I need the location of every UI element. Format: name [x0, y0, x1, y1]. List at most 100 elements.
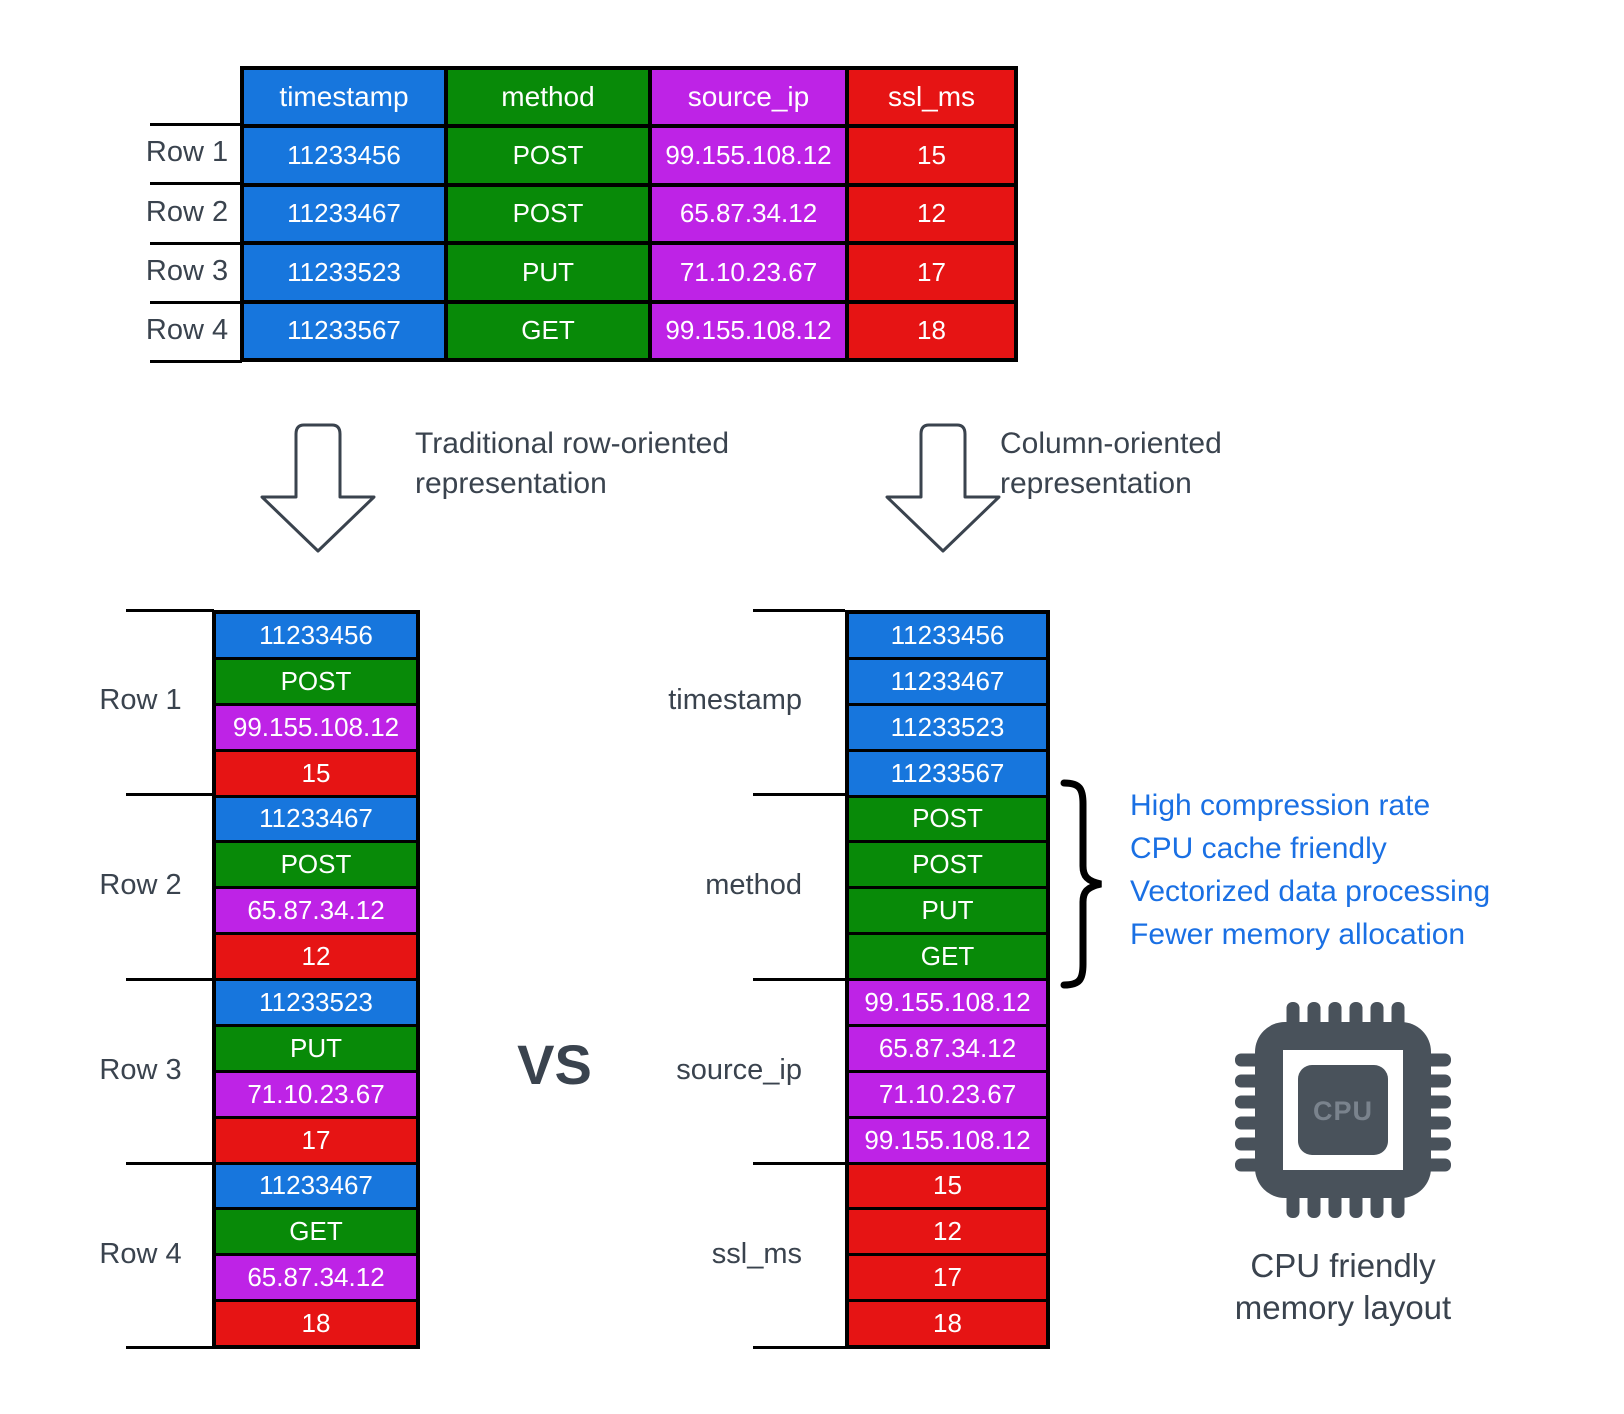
tick-line	[126, 1346, 214, 1349]
memory-cell: 11233467	[849, 659, 1046, 703]
cpu-chip-label: CPU	[1313, 1096, 1373, 1126]
row-label: Row 3	[145, 255, 229, 287]
memory-cell: PUT	[216, 1026, 416, 1070]
tick-line	[753, 609, 845, 612]
column-header-source-ip: source_ip	[652, 70, 845, 125]
table-cell: 99.155.108.12	[652, 303, 845, 358]
memory-cell: 15	[849, 1164, 1046, 1208]
vs-label: VS	[517, 1033, 592, 1096]
memory-cell: GET	[849, 935, 1046, 978]
row-group-label: Row 3	[99, 1054, 182, 1086]
memory-cell: 65.87.34.12	[216, 889, 416, 933]
memory-cell: 11233567	[849, 751, 1046, 795]
column-arrow-caption: Column-oriented representation	[1000, 424, 1222, 504]
memory-cell: 11233456	[849, 614, 1046, 657]
caption-line: memory layout	[1234, 1289, 1452, 1326]
caption-line: representation	[415, 467, 607, 500]
table-cell: 12	[849, 186, 1014, 242]
tick-line	[126, 793, 214, 796]
memory-cell: 12	[216, 935, 416, 978]
memory-cell: 11233456	[216, 614, 416, 657]
row-arrow-caption: Traditional row-oriented representation	[415, 424, 729, 504]
memory-cell: 15	[216, 751, 416, 795]
memory-cell: POST	[849, 797, 1046, 841]
table-cell: 71.10.23.67	[652, 245, 845, 300]
column-header-method: method	[448, 70, 648, 125]
table-cell: 11233523	[244, 245, 444, 300]
memory-cell: 11233523	[849, 705, 1046, 749]
column-group-label: timestamp	[668, 684, 802, 716]
memory-cell: 71.10.23.67	[849, 1072, 1046, 1116]
memory-cell: 18	[849, 1302, 1046, 1345]
table-cell: 15	[849, 128, 1014, 183]
memory-cell: PUT	[849, 889, 1046, 933]
column-group-label: ssl_ms	[711, 1238, 802, 1270]
tick-line	[753, 793, 845, 796]
tick-line	[126, 1162, 214, 1165]
down-arrow-icon	[880, 420, 1006, 556]
memory-cell: 12	[849, 1210, 1046, 1254]
memory-cell: POST	[216, 659, 416, 703]
memory-cell: 99.155.108.12	[849, 1118, 1046, 1162]
memory-cell: 18	[216, 1302, 416, 1345]
row-label: Row 2	[145, 196, 229, 228]
memory-cell: 65.87.34.12	[849, 1026, 1046, 1070]
memory-cell: 71.10.23.67	[216, 1072, 416, 1116]
row-group-label: Row 4	[99, 1238, 182, 1270]
table-cell: 11233467	[244, 186, 444, 242]
table-cell: PUT	[448, 245, 648, 300]
table-cell: 17	[849, 245, 1014, 300]
benefits-list: High compression rate CPU cache friendly…	[1130, 784, 1490, 956]
caption-line: representation	[1000, 467, 1192, 500]
curly-brace-icon	[1058, 778, 1106, 990]
cpu-caption: CPU friendly memory layout	[1198, 1245, 1488, 1329]
table-cell: 99.155.108.12	[652, 128, 845, 183]
down-arrow-icon	[255, 420, 381, 556]
benefit-item: High compression rate	[1130, 789, 1431, 822]
memory-cell: 11233523	[216, 981, 416, 1024]
table-cell: POST	[448, 186, 648, 242]
memory-cell: 11233467	[216, 1164, 416, 1208]
tick-line	[150, 242, 242, 245]
memory-cell: 11233467	[216, 797, 416, 841]
tick-line	[753, 1162, 845, 1165]
cpu-icon: CPU	[1233, 1000, 1453, 1220]
row-label: Row 1	[145, 136, 229, 168]
memory-cell: 65.87.34.12	[216, 1256, 416, 1300]
benefit-item: Vectorized data processing	[1130, 875, 1491, 908]
table-cell: 65.87.34.12	[652, 186, 845, 242]
table-cell: GET	[448, 303, 648, 358]
memory-cell: GET	[216, 1210, 416, 1254]
tick-line	[126, 609, 214, 612]
caption-line: Traditional row-oriented	[415, 427, 730, 460]
memory-cell: POST	[849, 843, 1046, 887]
row-oriented-stack: 11233456 POST 99.155.108.12 15 11233467 …	[212, 610, 420, 1349]
row-group-label: Row 2	[99, 869, 182, 901]
memory-cell: 17	[849, 1256, 1046, 1300]
data-table: timestamp method source_ip ssl_ms 112334…	[240, 66, 1018, 362]
tick-line	[753, 1346, 845, 1349]
benefit-item: CPU cache friendly	[1130, 832, 1387, 865]
tick-line	[150, 182, 242, 185]
memory-cell: 17	[216, 1118, 416, 1162]
tick-line	[126, 978, 214, 981]
caption-line: Column-oriented	[1000, 427, 1222, 460]
column-oriented-stack: 11233456 11233467 11233523 11233567 POST…	[845, 610, 1050, 1349]
row-group-label: Row 1	[99, 684, 182, 716]
memory-cell: 99.155.108.12	[849, 981, 1046, 1024]
memory-cell: POST	[216, 843, 416, 887]
tick-line	[150, 123, 242, 126]
column-group-label: source_ip	[676, 1054, 802, 1086]
benefit-item: Fewer memory allocation	[1130, 918, 1466, 951]
table-cell: 11233567	[244, 303, 444, 358]
table-cell: POST	[448, 128, 648, 183]
tick-line	[150, 301, 242, 304]
tick-line	[753, 978, 845, 981]
column-group-label: method	[705, 869, 802, 901]
column-header-timestamp: timestamp	[244, 70, 444, 125]
memory-cell: 99.155.108.12	[216, 705, 416, 749]
column-header-ssl-ms: ssl_ms	[849, 70, 1014, 125]
tick-line	[150, 360, 242, 363]
table-cell: 11233456	[244, 128, 444, 183]
